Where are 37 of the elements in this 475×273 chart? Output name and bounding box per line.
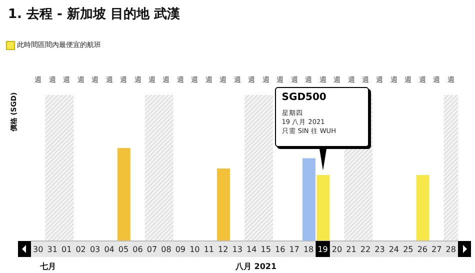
x-tick-label: 28	[446, 245, 456, 254]
x-tick-label: 27	[432, 245, 442, 254]
x-tick-label: 15	[260, 245, 271, 254]
x-tick-label: 17	[289, 245, 300, 254]
x-tick-label: 03	[90, 245, 100, 254]
x-tick-label: 08	[161, 245, 172, 254]
x-tick-label: 18	[303, 245, 314, 254]
x-tick-label: 22	[360, 245, 371, 254]
x-tick-label: 05	[118, 245, 129, 254]
bar	[217, 168, 230, 241]
text: 七月	[40, 261, 56, 272]
x-tick-label: 25	[403, 245, 414, 254]
x-tick-label: 30	[33, 245, 44, 254]
x-tick-label: 12	[218, 245, 228, 254]
x-tick-label: 04	[104, 245, 114, 254]
x-tick-label: 24	[388, 245, 400, 254]
x-tick-label: 16	[274, 245, 286, 254]
x-tick-label: 06	[132, 245, 143, 254]
bar	[302, 158, 316, 241]
x-tick-label: 31	[47, 245, 58, 254]
bar	[117, 148, 130, 241]
x-tick-label: 10	[190, 245, 200, 254]
x-tick-label: 14	[246, 245, 257, 254]
x-tick-label: 21	[346, 245, 356, 254]
x-tick-label: 01	[61, 245, 72, 254]
x-tick-label: 23	[374, 245, 385, 254]
x-tick-label: 20	[332, 245, 342, 254]
bar	[416, 174, 430, 241]
x-tick-label: 07	[146, 245, 158, 254]
x-tick-label: 02	[76, 245, 86, 254]
x-tick-label: 19	[318, 245, 328, 254]
x-tick-label: 26	[417, 245, 428, 254]
chart-title: 1. 去程 - 新加坡 目的地 武漢	[8, 6, 180, 23]
x-tick-label: 13	[232, 245, 242, 254]
x-tick-label: 09	[175, 245, 186, 254]
x-tick-label: 11	[204, 245, 214, 254]
text: 八月 2021	[235, 261, 277, 272]
